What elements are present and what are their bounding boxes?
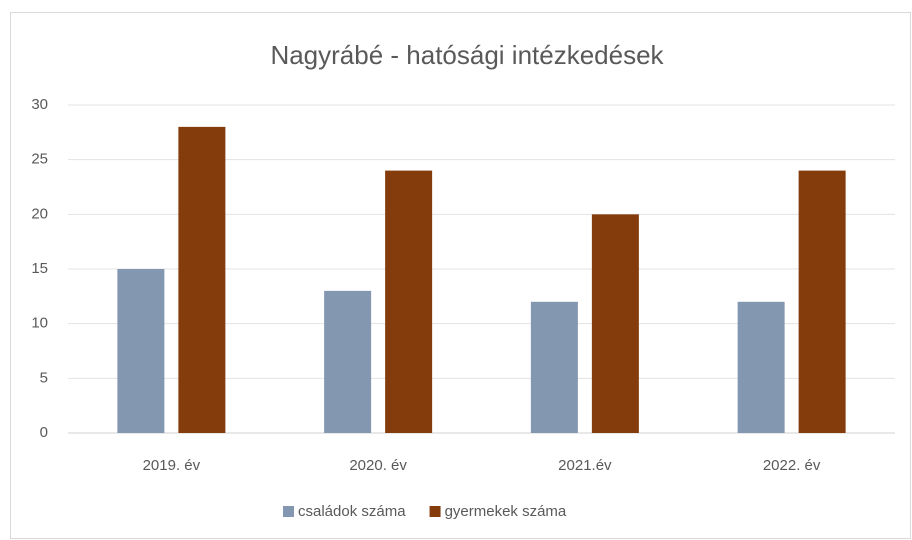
x-tick-label: 2020. év	[349, 457, 407, 474]
bar	[324, 290, 372, 433]
legend-label: gyermekek száma	[445, 503, 567, 520]
bar	[737, 301, 785, 433]
y-tick-label: 30	[31, 96, 48, 113]
legend-swatch	[429, 506, 441, 517]
y-tick-label: 15	[31, 260, 48, 277]
x-tick-label: 2021.év	[558, 457, 612, 474]
bar	[178, 126, 226, 433]
y-tick-label: 25	[31, 151, 48, 168]
legend-swatch	[283, 506, 294, 517]
bar	[385, 170, 433, 433]
chart-title: Nagyrábé - hatósági intézkedések	[270, 40, 664, 70]
bar	[530, 301, 578, 433]
bar	[798, 170, 846, 433]
y-tick-label: 20	[31, 205, 48, 222]
y-tick-label: 0	[40, 424, 48, 441]
x-tick-label: 2019. év	[143, 457, 201, 474]
bar	[117, 269, 165, 433]
y-tick-label: 5	[40, 369, 48, 386]
y-tick-label: 10	[31, 315, 48, 332]
x-tick-label: 2022. év	[763, 457, 821, 474]
bar	[591, 214, 639, 433]
legend-label: családok száma	[298, 503, 406, 520]
